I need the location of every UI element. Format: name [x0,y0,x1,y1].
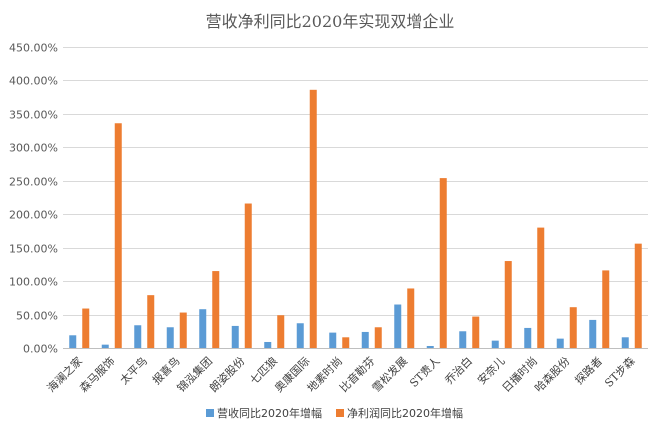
x-tick-label: ST步森 [602,354,638,390]
bar-revenue [264,341,272,348]
y-tick-label: 350.00% [9,109,58,122]
legend: 营收同比2020年增幅 净利润同比2020年增幅 [206,406,463,420]
legend-swatch [336,409,344,417]
x-tick-label: 森马服饰 [77,354,118,395]
bar-net-profit [179,312,187,348]
bar-net-profit [504,261,512,348]
legend-label: 净利润同比2020年增幅 [347,406,463,420]
y-tick-label: 200.00% [9,209,58,222]
y-tick-label: 100.00% [9,276,58,289]
bar-revenue [69,335,77,348]
y-tick-label: 400.00% [9,75,58,88]
y-tick-label: 250.00% [9,176,58,189]
bar-net-profit [439,178,447,348]
bar-net-profit [569,307,577,348]
bars [69,89,642,349]
bar-net-profit [114,123,122,349]
y-tick-label: 0.00% [23,343,58,356]
x-tick-label: 探路者 [573,355,606,388]
bar-net-profit [82,308,90,348]
bar-net-profit [537,227,545,348]
x-tick-label: ST贵人 [407,355,442,390]
bar-net-profit [634,243,642,348]
bar-revenue [556,338,564,348]
legend-label: 营收同比2020年增幅 [217,406,322,420]
y-tick-label: 50.00% [16,310,58,323]
bar-revenue [101,344,109,348]
bar-revenue [231,325,239,348]
bar-revenue [491,340,499,348]
bar-revenue [166,327,174,348]
bar-revenue [589,319,597,348]
bar-revenue [426,345,434,348]
x-tick-label: 哈森股份 [532,354,573,395]
gridlines [63,47,648,316]
x-tick-label: 朗姿股份 [207,355,247,395]
bar-revenue [134,325,142,348]
bar-revenue [459,331,467,348]
y-tick-label: 150.00% [9,243,58,256]
bar-revenue [199,309,207,348]
bar-revenue [621,337,629,348]
bar-net-profit [147,295,155,348]
bar-revenue [329,332,337,348]
bar-net-profit [244,203,252,348]
chart-title: 营收净利同比2020年实现双增企业 [206,12,455,31]
bar-net-profit [342,337,350,348]
y-tick-label: 450.00% [9,42,58,55]
bar-revenue [296,323,304,348]
legend-swatch [206,409,214,417]
bar-net-profit [309,89,317,348]
bar-net-profit [407,288,415,348]
x-tick-label: 乔治白 [442,354,475,387]
bar-revenue [524,327,532,348]
bar-revenue [394,304,402,348]
x-tick-label: 雪松发展 [369,354,410,395]
x-tick-label: 太平鸟 [117,354,150,387]
bar-net-profit [374,327,382,348]
bar-net-profit [212,271,220,348]
bar-net-profit [277,315,285,348]
y-tick-label: 300.00% [9,142,58,155]
bar-net-profit [602,270,610,348]
bar-revenue [361,331,369,348]
y-axis-ticks: 0.00% 50.00% 100.00% 150.00% 200.00% 250.00% 3… [9,42,58,356]
bar-net-profit [472,316,480,348]
